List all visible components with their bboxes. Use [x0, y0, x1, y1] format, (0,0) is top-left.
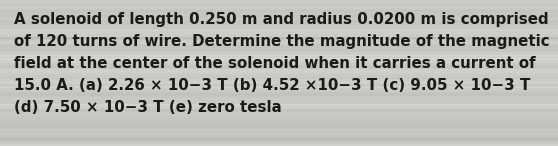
- Bar: [0, 40, 558, 44]
- Bar: [0, 140, 558, 143]
- Bar: [0, 43, 558, 45]
- Bar: [0, 87, 558, 90]
- Bar: [0, 26, 558, 31]
- Bar: [0, 35, 558, 40]
- Text: 15.0 A. (a) 2.26 × 10−3 T (b) 4.52 ×10−3 T (c) 9.05 × 10−3 T: 15.0 A. (a) 2.26 × 10−3 T (b) 4.52 ×10−3…: [14, 78, 530, 93]
- Bar: [0, 73, 558, 75]
- Bar: [0, 129, 558, 131]
- Bar: [0, 13, 558, 15]
- Bar: [0, 4, 558, 5]
- Bar: [0, 135, 558, 140]
- Bar: [0, 106, 558, 112]
- Bar: [0, 79, 558, 84]
- Bar: [0, 132, 558, 135]
- Bar: [0, 29, 558, 34]
- Bar: [0, 69, 558, 73]
- Bar: [0, 137, 558, 143]
- Bar: [0, 138, 558, 142]
- Bar: [0, 130, 558, 135]
- Bar: [0, 27, 558, 28]
- Text: of 120 turns of wire. Determine the magnitude of the magnetic: of 120 turns of wire. Determine the magn…: [14, 34, 550, 49]
- Bar: [0, 81, 558, 85]
- Bar: [0, 58, 558, 63]
- Bar: [0, 6, 558, 10]
- Bar: [0, 113, 558, 115]
- Bar: [0, 104, 558, 109]
- Bar: [0, 49, 558, 55]
- Bar: [0, 11, 558, 14]
- Text: A solenoid of length 0.250 m and radius 0.0200 m is comprised: A solenoid of length 0.250 m and radius …: [14, 12, 549, 27]
- Bar: [0, 54, 558, 56]
- Bar: [0, 13, 558, 17]
- Bar: [0, 25, 558, 30]
- Bar: [0, 45, 558, 48]
- Bar: [0, 119, 558, 125]
- Bar: [0, 86, 558, 88]
- Bar: [0, 122, 558, 127]
- Text: (d) 7.50 × 10−3 T (e) zero tesla: (d) 7.50 × 10−3 T (e) zero tesla: [14, 100, 282, 115]
- Bar: [0, 93, 558, 97]
- Bar: [0, 118, 558, 121]
- Bar: [0, 27, 558, 33]
- Text: field at the center of the solenoid when it carries a current of: field at the center of the solenoid when…: [14, 56, 536, 71]
- Bar: [0, 92, 558, 97]
- Bar: [0, 36, 558, 39]
- Bar: [0, 123, 558, 128]
- Bar: [0, 8, 558, 13]
- Bar: [0, 136, 558, 141]
- Bar: [0, 110, 558, 113]
- Bar: [0, 67, 558, 69]
- Bar: [0, 126, 558, 131]
- Bar: [0, 35, 558, 37]
- Bar: [0, 1, 558, 2]
- Bar: [0, 124, 558, 127]
- Bar: [0, 55, 558, 60]
- Bar: [0, 78, 558, 81]
- Bar: [0, 5, 558, 11]
- Bar: [0, 66, 558, 67]
- Bar: [0, 52, 558, 54]
- Bar: [0, 117, 558, 118]
- Bar: [0, 22, 558, 28]
- Bar: [0, 131, 558, 135]
- Bar: [0, 20, 558, 23]
- Bar: [0, 104, 558, 109]
- Bar: [0, 37, 558, 39]
- Bar: [0, 144, 558, 146]
